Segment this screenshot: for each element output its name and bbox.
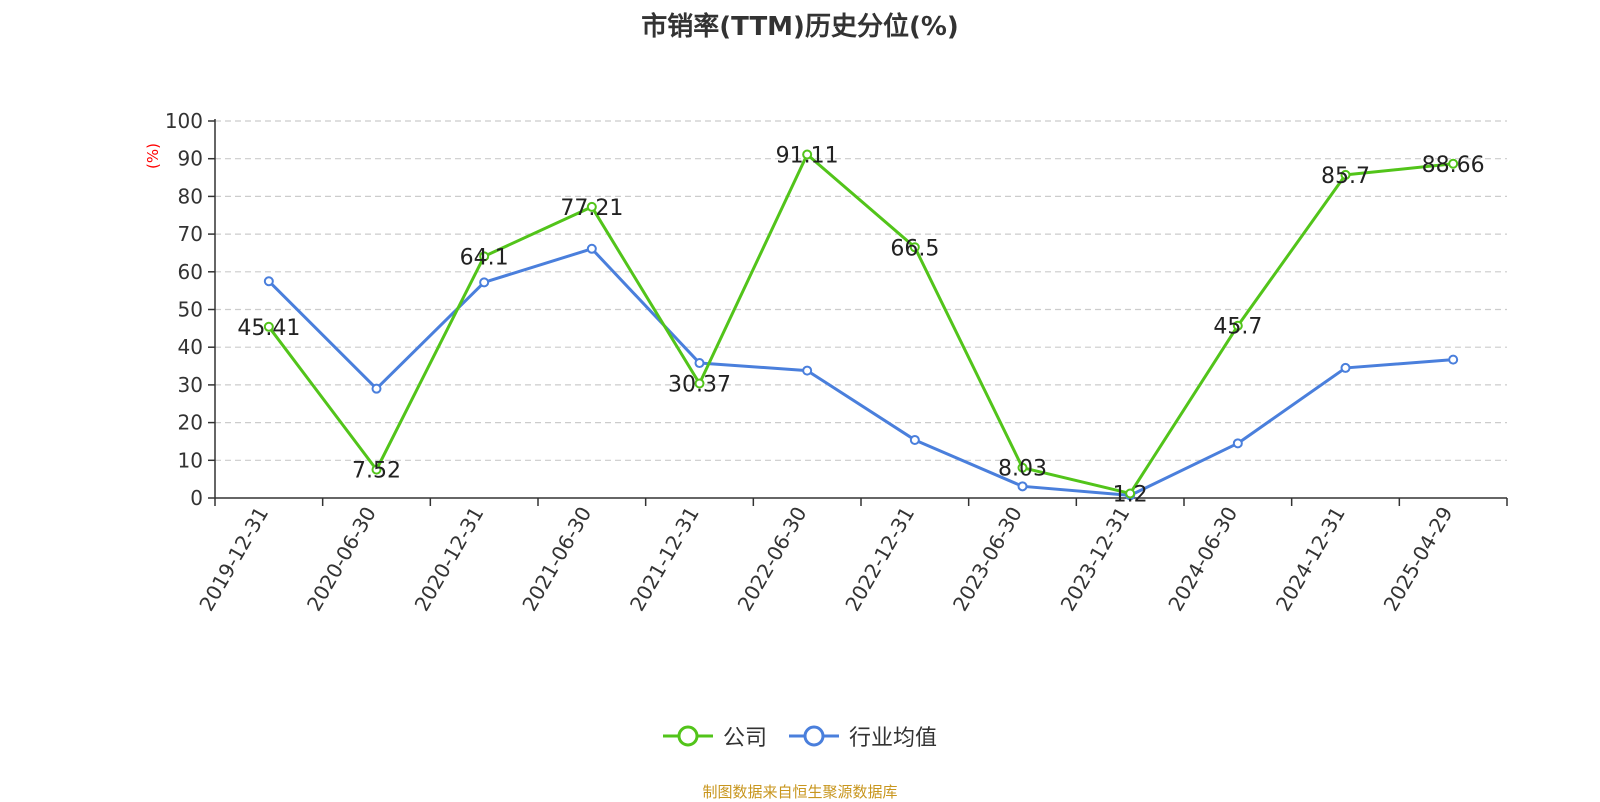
data-label: 64.1 xyxy=(460,245,509,270)
data-label: 7.52 xyxy=(352,459,401,484)
data-label: 45.7 xyxy=(1213,315,1262,340)
y-tick-label: 0 xyxy=(190,486,203,510)
data-point-industry-average xyxy=(802,365,813,376)
data-label: 1.2 xyxy=(1113,482,1148,507)
data-point-company xyxy=(1017,462,1028,473)
data-point-industry-average xyxy=(1340,362,1351,373)
data-label: 88.66 xyxy=(1422,153,1485,178)
data-point-industry-average xyxy=(1232,438,1243,449)
x-tick-label: 2022-06-30 xyxy=(733,503,812,616)
series-line-industry-average xyxy=(267,247,1454,497)
y-tick-label: 60 xyxy=(178,260,203,284)
data-label: 8.03 xyxy=(998,457,1047,482)
chart-legend: 公司 行业均值 xyxy=(0,720,1600,752)
data-label: 66.5 xyxy=(890,236,939,261)
y-tick-label: 70 xyxy=(178,222,203,246)
x-tick-label: 2021-06-30 xyxy=(517,503,596,616)
legend-item-company[interactable]: 公司 xyxy=(662,720,767,752)
data-point-company xyxy=(1340,169,1351,180)
y-tick-label: 80 xyxy=(178,184,203,208)
x-tick-label: 2021-12-31 xyxy=(625,503,704,616)
x-tick-label: 2022-12-31 xyxy=(840,502,919,615)
chart-title: 市销率(TTM)历史分位(%) xyxy=(641,12,959,42)
data-point-company xyxy=(1125,488,1136,499)
source-note: 制图数据来自恒生聚源数据库 xyxy=(702,783,898,801)
y-tick-label: 10 xyxy=(178,448,203,472)
data-label: 45.41 xyxy=(237,316,300,341)
x-tick-label: 2020-06-30 xyxy=(302,503,381,616)
data-label: 30.37 xyxy=(668,373,731,398)
data-point-company xyxy=(1232,320,1243,331)
data-point-company xyxy=(1448,158,1459,169)
series-line-company xyxy=(267,153,1454,495)
y-tick-label: 20 xyxy=(178,411,203,435)
x-tick-label: 2024-12-31 xyxy=(1271,503,1350,616)
data-point-company xyxy=(371,464,382,475)
data-point-industry-average xyxy=(694,358,705,369)
data-point-industry-average xyxy=(371,383,382,394)
y-tick-label: 100 xyxy=(165,109,203,133)
x-tick-label: 2025-04-29 xyxy=(1379,503,1458,616)
data-point-company xyxy=(263,321,274,332)
y-tick-label: 30 xyxy=(178,373,203,397)
x-tick-label: 2023-12-31 xyxy=(1056,503,1135,616)
x-tick-label: 2020-12-31 xyxy=(410,502,489,615)
x-tick-label: 2024-06-30 xyxy=(1163,503,1242,616)
data-label: 77.21 xyxy=(560,196,623,221)
x-tick-label: 2023-06-30 xyxy=(948,503,1027,616)
data-point-company xyxy=(802,149,813,160)
y-tick-label: 40 xyxy=(178,335,203,359)
y-axis-label: (%) xyxy=(144,143,162,169)
data-point-industry-average xyxy=(909,434,920,445)
data-label: 85.7 xyxy=(1321,164,1370,189)
data-point-industry-average xyxy=(263,276,274,287)
data-point-industry-average xyxy=(1448,354,1459,365)
legend-label-company: 公司 xyxy=(722,726,767,751)
legend-swatch-industry-average xyxy=(789,725,839,747)
legend-swatch-company xyxy=(662,725,713,747)
x-tick-label: 2019-12-31 xyxy=(194,503,273,616)
data-point-company xyxy=(909,242,920,253)
data-point-company xyxy=(479,251,490,262)
data-point-company xyxy=(694,378,705,389)
y-tick-label: 90 xyxy=(178,147,203,171)
legend-item-industry-average[interactable]: 行业均值 xyxy=(789,720,937,752)
legend-label-industry-average: 行业均值 xyxy=(849,726,938,751)
y-tick-label: 50 xyxy=(178,298,203,322)
data-point-industry-average xyxy=(479,277,490,288)
data-point-industry-average xyxy=(1017,481,1028,492)
data-label: 91.11 xyxy=(776,144,839,169)
data-point-industry-average xyxy=(586,243,597,254)
data-point-company xyxy=(586,201,597,212)
